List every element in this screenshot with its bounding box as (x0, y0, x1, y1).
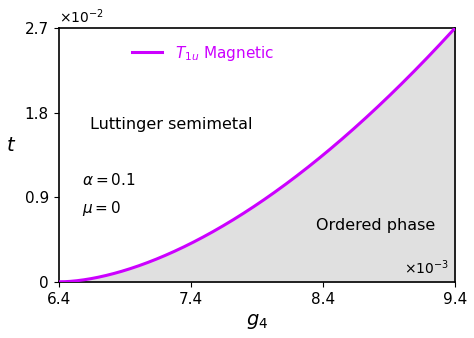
Text: $\mu = 0$: $\mu = 0$ (82, 199, 122, 218)
Text: Ordered phase: Ordered phase (316, 218, 435, 234)
Legend: $T_{1u}$ Magnetic: $T_{1u}$ Magnetic (126, 38, 280, 70)
$T_{1u}$ Magnetic (246, 208, 252, 212)
$T_{1u}$ Magnetic (381, 99, 386, 103)
$T_{1u}$ Magnetic (443, 37, 448, 41)
Text: $\times10^{-2}$: $\times10^{-2}$ (59, 7, 103, 26)
$T_{1u}$ Magnetic (244, 209, 250, 213)
$T_{1u}$ Magnetic (56, 280, 62, 284)
$T_{1u}$ Magnetic (270, 191, 276, 195)
X-axis label: $g_4$: $g_4$ (246, 312, 268, 331)
Text: Luttinger semimetal: Luttinger semimetal (91, 117, 253, 132)
$T_{1u}$ Magnetic (292, 175, 297, 179)
Text: $\alpha = 0.1$: $\alpha = 0.1$ (82, 172, 136, 188)
$T_{1u}$ Magnetic (452, 26, 458, 30)
Text: $\times10^{-3}$: $\times10^{-3}$ (404, 258, 449, 277)
Line: $T_{1u}$ Magnetic: $T_{1u}$ Magnetic (59, 28, 455, 282)
Y-axis label: t: t (7, 136, 15, 155)
